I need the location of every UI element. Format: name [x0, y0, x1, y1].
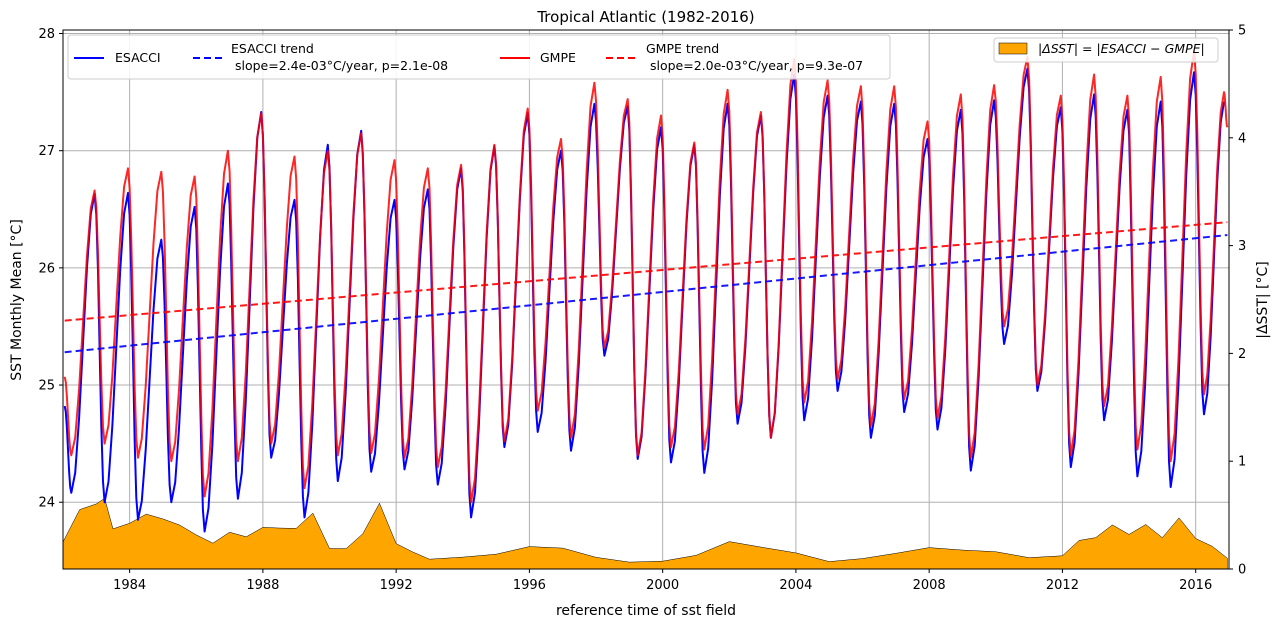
delta-sst-fill: [62, 497, 1228, 570]
y2-tick-label: 1: [1238, 455, 1246, 470]
legend-gmpe-label: GMPE: [540, 50, 576, 65]
legend-right: |ΔSST| = |ESACCI − GMPE|: [993, 37, 1219, 63]
y2-tick-label: 2: [1238, 347, 1246, 362]
chart-title: Tropical Atlantic (1982-2016): [536, 8, 754, 26]
y-tick-label: 28: [38, 27, 55, 42]
plot-frame: [62, 29, 1230, 570]
delta-sst-area: [62, 497, 1228, 570]
x-tick-label: 1984: [113, 578, 146, 593]
esacci-line: [63, 67, 1225, 533]
x-tick-label: 2012: [1046, 578, 1079, 593]
gmpe-line: [63, 50, 1229, 504]
y-tick-label: 26: [38, 261, 55, 276]
y2-tick-label: 4: [1238, 131, 1246, 146]
y-tick-label: 27: [38, 144, 55, 159]
x-tick-label: 2016: [1179, 578, 1212, 593]
x-tick-label: 2004: [779, 578, 812, 593]
y2-axis-label: |ΔSST| [°C]: [1255, 261, 1271, 339]
legend-esacci-label: ESACCI: [115, 50, 161, 65]
legend-delta-label: |ΔSST| = |ESACCI − GMPE|: [1038, 41, 1205, 56]
legend-left: ESACCI ESACCI trend slope=2.4e-03°C/year…: [67, 34, 891, 80]
y-tick-label: 24: [38, 496, 55, 511]
legend-gmpe-trend-stats: slope=2.0e-03°C/year, p=9.3e-07: [646, 58, 863, 73]
legend-right-box: [993, 37, 1219, 63]
axes-ticks: 1984 1988 1992 1996 2000 2004 2008 2012 20162425…: [38, 24, 1246, 594]
x-tick-label: 1988: [246, 578, 279, 593]
y-tick-label: 25: [38, 379, 55, 394]
y-axis-label: SST Monthly Mean [°C]: [9, 219, 25, 381]
series-lines: [63, 50, 1229, 533]
x-tick-label: 2008: [913, 578, 946, 593]
legend-delta-swatch: [998, 42, 1028, 55]
x-tick-label: 1992: [380, 578, 413, 593]
legend-esacci-trend-label: ESACCI trend: [231, 41, 314, 56]
y2-tick-label: 0: [1238, 563, 1246, 578]
legend-esacci-trend-stats: slope=2.4e-03°C/year, p=2.1e-08: [231, 58, 448, 73]
x-tick-label: 2000: [646, 578, 679, 593]
legend-left-box: [67, 34, 891, 80]
y2-tick-label: 3: [1238, 239, 1246, 254]
x-tick-label: 1996: [513, 578, 546, 593]
legend-gmpe-trend-label: GMPE trend: [646, 41, 719, 56]
gmpe-trend-line: [64, 221, 1228, 322]
x-axis-label: reference time of sst field: [556, 603, 736, 619]
y2-tick-label: 5: [1238, 24, 1246, 39]
esacci-trend-line: [64, 234, 1228, 354]
